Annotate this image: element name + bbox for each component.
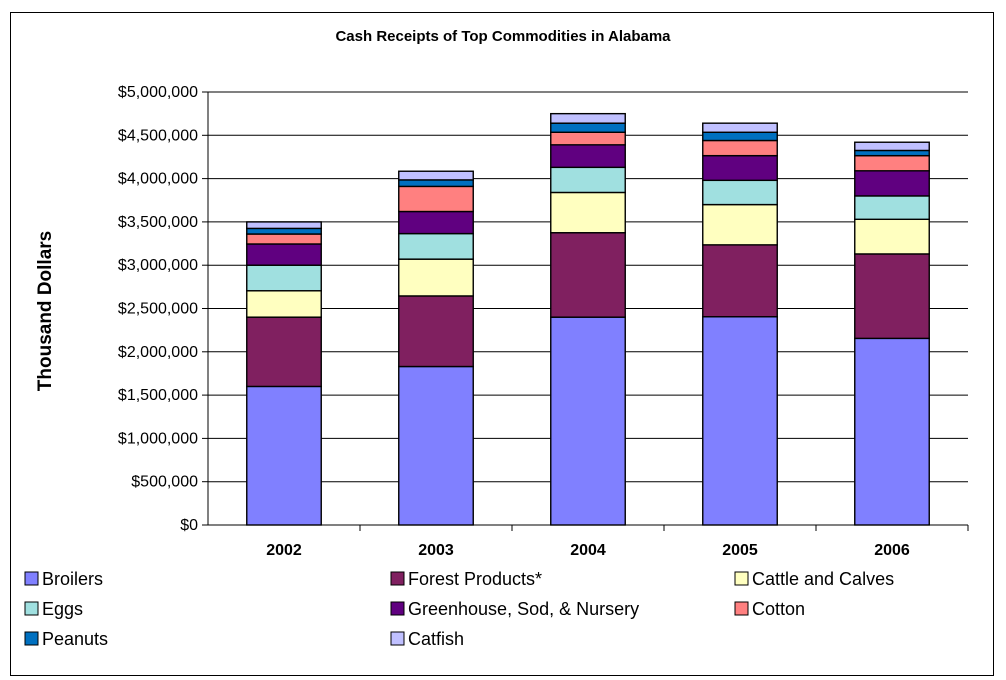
bar-segment [246, 221, 322, 230]
y-tick-label: $2,500,000 [118, 301, 198, 318]
legend-label: Broilers [42, 569, 103, 589]
bar-segment [854, 149, 930, 157]
bar-segment [398, 258, 474, 297]
bar-segment [398, 295, 474, 368]
bar-segment [246, 227, 322, 235]
bar-segment [702, 179, 778, 206]
bar-segment [550, 191, 626, 234]
y-tick-label: $1,000,000 [118, 430, 198, 447]
bar-segment [702, 131, 778, 142]
bar-segment [854, 195, 930, 221]
bar-segment [702, 316, 778, 526]
y-tick-label: $1,500,000 [118, 387, 198, 404]
legend-swatch [734, 571, 749, 586]
y-tick-label: $3,500,000 [118, 214, 198, 231]
bar-segment [854, 253, 930, 340]
legend-label: Forest Products* [408, 569, 542, 589]
legend-label: Cattle and Calves [752, 569, 894, 589]
x-tick-label: 2005 [722, 542, 758, 559]
y-tick-label: $4,500,000 [118, 127, 198, 144]
legend-label: Cotton [752, 599, 805, 619]
y-tick-label: $0 [180, 517, 198, 534]
x-tick-labels: 2002 2003 2004 2005 2006 [266, 542, 910, 559]
chart-title: Cash Receipts of Top Commodities in Alab… [335, 28, 671, 45]
bar-segment [398, 185, 474, 213]
bar-segment [702, 154, 778, 182]
bar-segment [854, 218, 930, 255]
bar-segment [550, 232, 626, 318]
legend-swatch [734, 601, 749, 616]
legend-label: Eggs [42, 599, 83, 619]
legend-swatch [390, 631, 405, 646]
bar-segment [246, 264, 322, 292]
bar-segment [398, 232, 474, 260]
y-tick-label: $500,000 [131, 474, 198, 491]
chart-frame: Cash Receipts of Top Commodities in Alab… [10, 12, 994, 676]
bar-segment [702, 122, 778, 133]
bar-segment [854, 141, 930, 152]
bar-segment [854, 170, 930, 197]
y-tick-label: $5,000,000 [118, 84, 198, 101]
chart-svg: Cash Receipts of Top Commodities in Alab… [24, 28, 969, 649]
bar-segment [246, 233, 322, 245]
axes [202, 91, 969, 531]
bar-segment [398, 365, 474, 526]
legend-swatch [24, 631, 39, 646]
bar-segment [854, 337, 930, 526]
legend-swatch [24, 601, 39, 616]
bar-segment [398, 179, 474, 188]
x-tick-label: 2004 [570, 542, 606, 559]
y-axis-label: Thousand Dollars [35, 231, 56, 391]
bar-segment [550, 122, 626, 133]
legend: Broilers Forest Products* Cattle and Calve… [24, 569, 894, 649]
bar-segment [854, 154, 930, 172]
bar-segment [246, 290, 322, 318]
y-tick-label: $3,000,000 [118, 257, 198, 274]
legend-label: Greenhouse, Sod, & Nursery [408, 599, 639, 619]
x-tick-label: 2002 [266, 542, 302, 559]
bar-segment [398, 170, 474, 181]
y-tick-label: $4,000,000 [118, 171, 198, 188]
bar-segment [550, 144, 626, 169]
x-tick-label: 2006 [874, 542, 910, 559]
bar-segment [398, 210, 474, 235]
bar-segment [550, 112, 626, 124]
bar-segment [702, 139, 778, 157]
bar-segment [550, 131, 626, 146]
bar-segment [550, 166, 626, 194]
legend-label: Peanuts [42, 629, 108, 649]
bar-segment [246, 385, 322, 526]
bar-segment [702, 203, 778, 246]
bar-segment [246, 243, 322, 266]
bars [246, 112, 930, 526]
legend-swatch [390, 601, 405, 616]
x-tick-label: 2003 [418, 542, 454, 559]
bar-segment [246, 316, 322, 388]
bar-segment [550, 316, 626, 526]
legend-label: Catfish [408, 629, 464, 649]
legend-swatch [390, 571, 405, 586]
y-tick-label: $2,000,000 [118, 344, 198, 361]
bar-segment [702, 244, 778, 318]
y-tick-labels: $0 $500,000 $1,000,000 $1,500,000 $2,000,000… [118, 84, 198, 534]
legend-swatch [24, 571, 39, 586]
